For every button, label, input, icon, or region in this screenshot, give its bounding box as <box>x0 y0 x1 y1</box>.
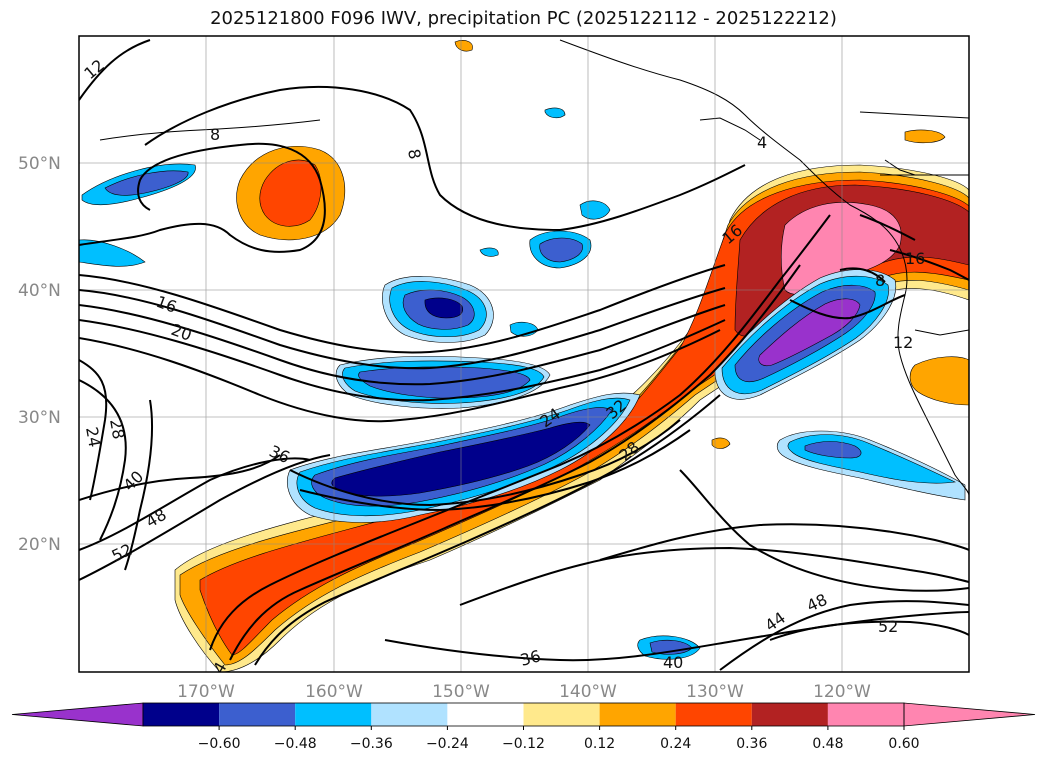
colorbar-bin <box>295 703 372 726</box>
contour-label: 8 <box>210 125 220 144</box>
contour-label: 52 <box>878 617 898 636</box>
colorbar-extend-max <box>903 702 1036 727</box>
lat-label: 30°N <box>18 408 61 428</box>
colorbar-extend-min <box>11 702 144 727</box>
lat-label: 20°N <box>18 535 61 555</box>
lon-label: 160°W <box>305 682 363 702</box>
lat-label: 50°N <box>18 154 61 174</box>
iwv-contours <box>79 39 969 671</box>
colorbar-tick-label: 0.48 <box>812 736 843 752</box>
lat-label: 40°N <box>18 281 61 301</box>
colorbar-tick-label: 0.24 <box>660 736 691 752</box>
contour-label: 4 <box>757 133 767 152</box>
colorbar-tick-label: −0.60 <box>198 736 241 752</box>
lon-label: 150°W <box>432 682 490 702</box>
colorbar: −0.60 −0.48 −0.36 −0.24 −0.12 0.12 0.24 0.36 0.4… <box>11 702 1036 752</box>
colorbar-bin <box>523 703 600 726</box>
contour-label: 28 <box>106 417 128 440</box>
lat-axis: 50°N 40°N 30°N 20°N <box>18 154 61 555</box>
contour-label: 36 <box>518 646 543 670</box>
colorbar-bin <box>219 703 296 726</box>
colorbar-bin <box>447 703 524 726</box>
lon-axis: 170°W 160°W 150°W 140°W 130°W 120°W <box>177 682 871 702</box>
contour-label: 40 <box>663 653 683 672</box>
colorbar-bin <box>371 703 448 726</box>
lon-label: 120°W <box>813 682 871 702</box>
colorbar-bin <box>599 703 676 726</box>
colorbar-tick-label: −0.12 <box>502 736 545 752</box>
colorbar-bin <box>675 703 752 726</box>
colorbar-tick-label: 0.60 <box>888 736 919 752</box>
colorbar-tick-label: −0.24 <box>426 736 469 752</box>
colorbar-tick-label: −0.48 <box>274 736 317 752</box>
plot-area: 12 8 8 4 16 20 24 28 36 40 48 52 24 32 2… <box>79 36 969 672</box>
plot-frame <box>78 35 970 673</box>
colorbar-tick-label: −0.36 <box>350 736 393 752</box>
colorbar-tick-label: 0.36 <box>736 736 767 752</box>
colorbar-tick-label: 0.12 <box>584 736 615 752</box>
contour-label: 24 <box>82 425 104 448</box>
colorbar-bin <box>827 703 904 726</box>
map-title: 2025121800 F096 IWV, precipitation PC (2… <box>210 8 837 29</box>
lon-label: 130°W <box>686 682 744 702</box>
graticule <box>79 36 969 672</box>
contour-label: 8 <box>875 271 885 290</box>
colorbar-bin <box>751 703 828 726</box>
contour-label: 12 <box>893 333 913 352</box>
lon-label: 170°W <box>177 682 235 702</box>
contour-label: 16 <box>905 249 925 268</box>
colorbar-bin <box>143 703 220 726</box>
lon-label: 140°W <box>559 682 617 702</box>
contour-label: 8 <box>404 147 424 160</box>
